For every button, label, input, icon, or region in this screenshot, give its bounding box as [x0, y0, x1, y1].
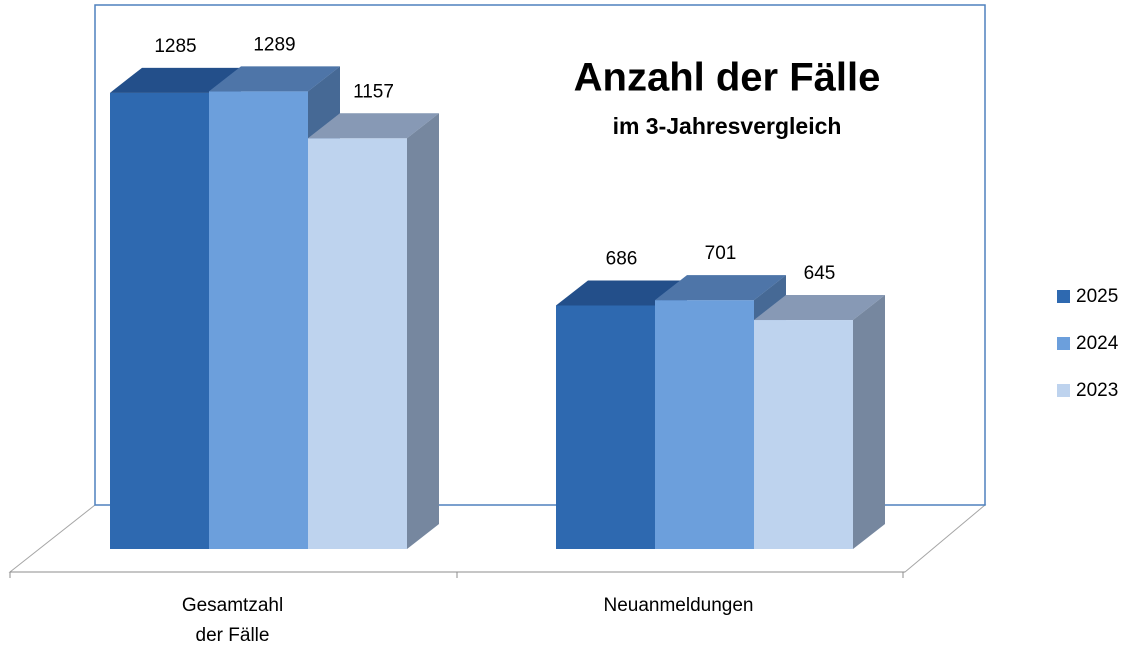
value-label: 1289 [253, 34, 295, 55]
value-label: 701 [705, 243, 737, 264]
bar [110, 92, 209, 549]
bar-top [110, 67, 241, 93]
bar [308, 138, 407, 549]
bar-top-shade [754, 295, 885, 321]
bar [655, 300, 754, 549]
bar [754, 320, 853, 549]
bar-top [754, 295, 885, 321]
x-tick-label: Gesamtzahl der Fälle [181, 595, 284, 646]
value-label: 1285 [154, 36, 196, 57]
value-label: 645 [804, 263, 836, 284]
legend-swatch [1057, 384, 1070, 397]
bar-top-shade [655, 275, 786, 301]
legend-swatch [1057, 290, 1070, 303]
bar [209, 91, 308, 549]
x-tick-label: Neuanmeldungen [603, 595, 754, 616]
value-label: 686 [606, 248, 638, 269]
bar-top [209, 66, 340, 92]
bar-top-shade [209, 66, 340, 92]
bar-top [308, 113, 439, 139]
legend-label: 2025 [1076, 286, 1118, 307]
bar-top-shade [110, 67, 241, 93]
bar-side-shade [853, 295, 885, 549]
chart-subtitle: im 3-Jahresvergleich [613, 113, 842, 139]
legend-label: 2023 [1076, 380, 1118, 401]
bar-top [655, 275, 786, 301]
chart-title: Anzahl der Fälle [574, 56, 881, 100]
legend-label: 2024 [1076, 333, 1119, 354]
bar-side [407, 113, 439, 549]
bar-side-shade [407, 113, 439, 549]
bar-side [853, 295, 885, 549]
bar-top-shade [556, 280, 687, 306]
value-label: 1157 [353, 81, 394, 102]
bar-top [556, 280, 687, 306]
legend-swatch [1057, 337, 1070, 350]
bar [556, 305, 655, 549]
bar-top-shade [308, 113, 439, 139]
